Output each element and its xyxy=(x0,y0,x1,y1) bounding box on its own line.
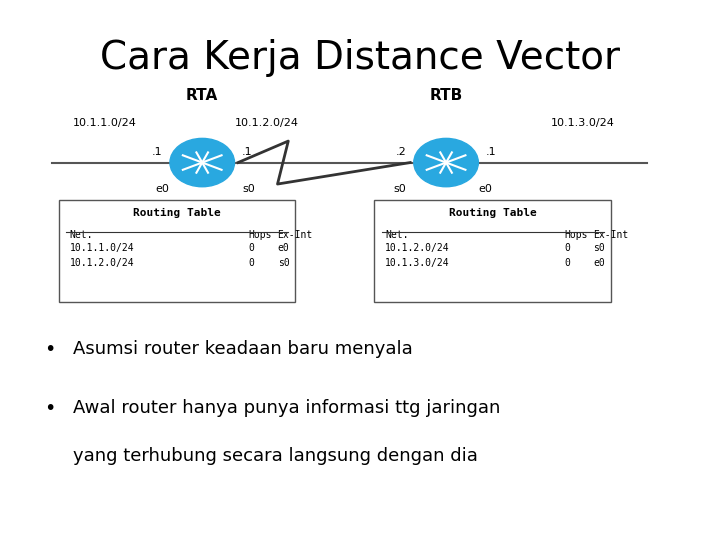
Circle shape xyxy=(414,138,478,187)
Text: Routing Table: Routing Table xyxy=(449,208,536,218)
Text: Ex-Int: Ex-Int xyxy=(593,230,629,240)
Text: s0: s0 xyxy=(243,184,255,194)
Text: 0: 0 xyxy=(249,243,255,253)
Text: e0: e0 xyxy=(277,243,289,253)
Text: Hops: Hops xyxy=(249,230,272,240)
Text: •: • xyxy=(45,399,55,418)
Text: s0: s0 xyxy=(393,184,406,194)
Text: .2: .2 xyxy=(396,147,407,157)
Text: 10.1.1.0/24: 10.1.1.0/24 xyxy=(70,243,134,253)
Text: •: • xyxy=(45,340,55,359)
FancyBboxPatch shape xyxy=(59,200,295,302)
Text: .1: .1 xyxy=(152,147,163,157)
Text: 0: 0 xyxy=(249,258,255,268)
Text: .1: .1 xyxy=(485,147,496,157)
Text: RTB: RTB xyxy=(429,89,463,104)
Text: 10.1.3.0/24: 10.1.3.0/24 xyxy=(550,118,614,127)
Text: Net.: Net. xyxy=(70,230,93,240)
Text: RTA: RTA xyxy=(186,89,218,104)
Text: Hops: Hops xyxy=(564,230,588,240)
FancyBboxPatch shape xyxy=(374,200,611,302)
Text: s0: s0 xyxy=(593,243,605,253)
Text: 10.1.1.0/24: 10.1.1.0/24 xyxy=(73,118,137,127)
Text: s0: s0 xyxy=(277,258,289,268)
Text: 10.1.2.0/24: 10.1.2.0/24 xyxy=(70,258,134,268)
Text: Awal router hanya punya informasi ttg jaringan: Awal router hanya punya informasi ttg ja… xyxy=(73,399,500,417)
Text: 0: 0 xyxy=(564,258,570,268)
Text: e0: e0 xyxy=(479,184,492,194)
Text: e0: e0 xyxy=(156,184,170,194)
Text: 10.1.3.0/24: 10.1.3.0/24 xyxy=(385,258,450,268)
Text: Ex-Int: Ex-Int xyxy=(277,230,312,240)
Text: Asumsi router keadaan baru menyala: Asumsi router keadaan baru menyala xyxy=(73,340,413,358)
Text: 10.1.2.0/24: 10.1.2.0/24 xyxy=(235,118,299,127)
Circle shape xyxy=(170,138,235,187)
Text: Cara Kerja Distance Vector: Cara Kerja Distance Vector xyxy=(100,39,620,77)
Text: 10.1.2.0/24: 10.1.2.0/24 xyxy=(385,243,450,253)
Text: Net.: Net. xyxy=(385,230,409,240)
Text: e0: e0 xyxy=(593,258,605,268)
Text: .1: .1 xyxy=(242,147,252,157)
Text: 0: 0 xyxy=(564,243,570,253)
Text: Routing Table: Routing Table xyxy=(133,208,221,218)
Text: yang terhubung secara langsung dengan dia: yang terhubung secara langsung dengan di… xyxy=(73,447,478,465)
